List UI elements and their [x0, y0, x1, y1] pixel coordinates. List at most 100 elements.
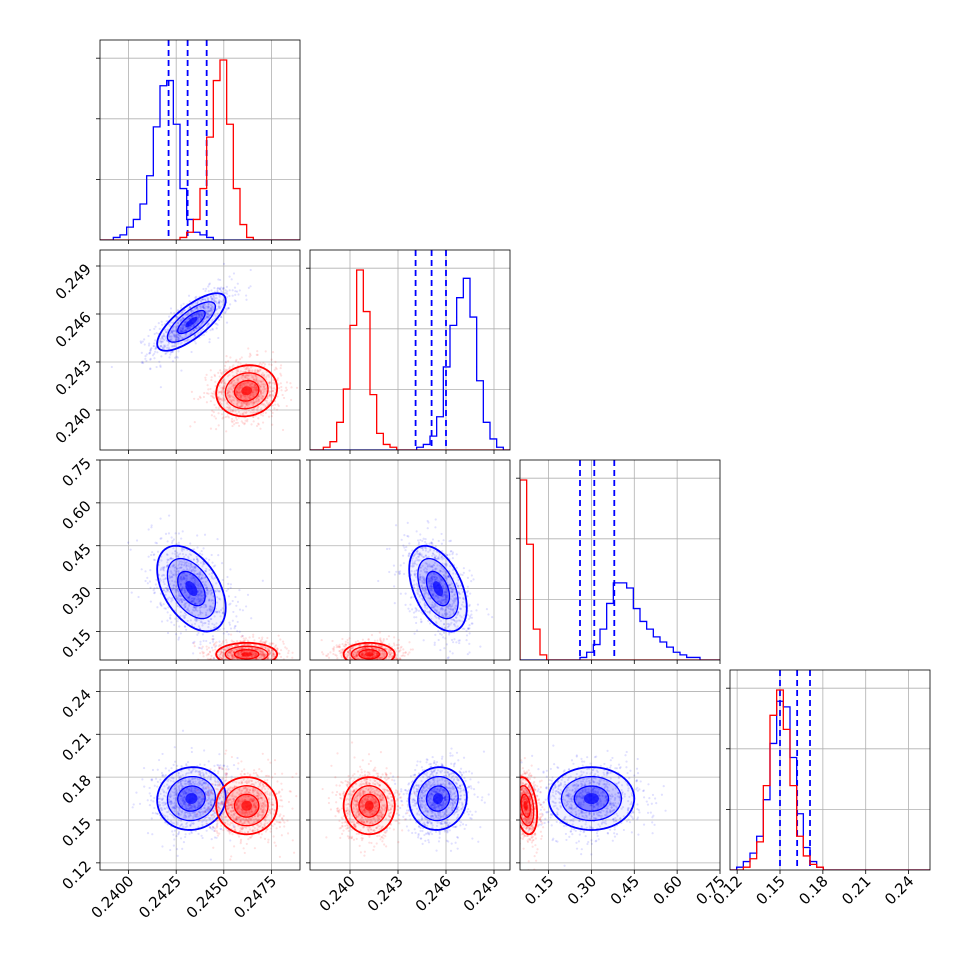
scatter-point — [468, 642, 471, 645]
scatter-point — [162, 346, 165, 350]
scatter-point — [205, 305, 208, 308]
scatter-point — [182, 576, 185, 579]
scatter-point — [205, 557, 208, 560]
scatter-point — [211, 409, 214, 412]
scatter-point — [220, 372, 223, 376]
scatter-point — [184, 604, 187, 607]
scatter-point — [204, 587, 207, 590]
scatter-point — [470, 610, 473, 613]
scatter-point — [165, 587, 169, 591]
scatter-point — [364, 644, 367, 647]
scatter-point — [216, 312, 219, 315]
scatter-point — [192, 323, 195, 327]
scatter-point — [411, 608, 414, 611]
scatter-point — [259, 654, 263, 657]
scatter-point — [188, 569, 191, 572]
scatter-point — [214, 576, 217, 579]
scatter-point — [201, 611, 204, 615]
scatter-point — [444, 637, 447, 640]
scatter-point — [200, 321, 204, 324]
scatter-point — [435, 609, 438, 612]
scatter-point — [191, 303, 194, 306]
scatter-point — [227, 391, 230, 395]
scatter-point — [209, 606, 212, 609]
scatter-point — [182, 326, 185, 329]
scatter-point — [229, 602, 232, 605]
scatter-point — [154, 348, 157, 351]
scatter-point — [255, 376, 258, 379]
scatter-point — [163, 566, 166, 569]
scatter-point — [240, 651, 243, 654]
scatter-point — [262, 661, 264, 663]
scatter-point — [242, 661, 244, 663]
scatter-point — [110, 365, 113, 369]
scatter-point — [455, 566, 458, 569]
scatter-point — [220, 300, 224, 304]
scatter-point — [400, 645, 403, 648]
scatter-point — [248, 394, 251, 397]
scatter-point — [431, 603, 434, 607]
scatter-point — [452, 572, 455, 575]
scatter-point — [378, 644, 381, 647]
scatter-point — [263, 655, 266, 658]
scatter-point — [445, 576, 448, 580]
scatter-point — [211, 327, 214, 330]
scatter-point — [221, 380, 225, 383]
scatter-point — [173, 334, 176, 337]
scatter-point — [264, 646, 267, 650]
scatter-point — [184, 602, 187, 605]
scatter-point — [230, 652, 233, 655]
scatter-point — [252, 660, 254, 662]
scatter-point — [217, 305, 220, 308]
scatter-point — [177, 555, 180, 559]
scatter-point — [433, 556, 437, 559]
scatter-point — [224, 382, 227, 386]
scatter-point — [250, 660, 252, 662]
scatter-point — [273, 400, 277, 403]
scatter-point — [395, 643, 399, 647]
scatter-point — [231, 657, 234, 660]
scatter-point — [442, 615, 445, 618]
scatter-point — [268, 650, 271, 653]
scatter-point — [221, 611, 225, 614]
scatter-point — [257, 381, 260, 384]
scatter-point — [194, 333, 197, 336]
scatter-point — [210, 575, 213, 578]
scatter-point — [423, 570, 427, 574]
scatter-point — [228, 651, 231, 654]
scatter-point — [206, 312, 210, 316]
scatter-point — [200, 313, 203, 316]
scatter-point — [196, 586, 200, 589]
scatter-point — [436, 576, 439, 580]
scatter-point — [246, 401, 249, 404]
scatter-point — [435, 611, 439, 614]
scatter-point — [166, 328, 169, 331]
scatter-point — [195, 315, 198, 318]
scatter-point — [209, 618, 212, 621]
scatter-point — [205, 401, 209, 404]
scatter-point — [165, 553, 169, 556]
scatter-point — [276, 403, 279, 406]
scatter-point — [444, 575, 447, 578]
scatter-point — [211, 640, 215, 643]
scatter-point — [415, 616, 418, 619]
scatter-point — [470, 622, 473, 625]
scatter-point — [202, 304, 205, 307]
scatter-point — [274, 645, 277, 648]
scatter-point — [199, 640, 202, 643]
scatter-point — [388, 651, 391, 654]
scatter-point — [170, 329, 174, 332]
scatter-point — [238, 630, 241, 633]
scatter-point — [469, 592, 472, 595]
scatter-point — [162, 578, 165, 581]
scatter-point — [182, 302, 185, 305]
scatter-point — [174, 566, 177, 569]
histogram-series-0 — [310, 277, 510, 450]
scatter-point — [226, 369, 229, 372]
scatter-point — [206, 657, 209, 660]
scatter-point — [177, 593, 181, 596]
scatter-point — [147, 334, 150, 338]
scatter-point — [441, 570, 444, 573]
scatter-point — [148, 352, 152, 355]
scatter-point — [273, 407, 276, 410]
